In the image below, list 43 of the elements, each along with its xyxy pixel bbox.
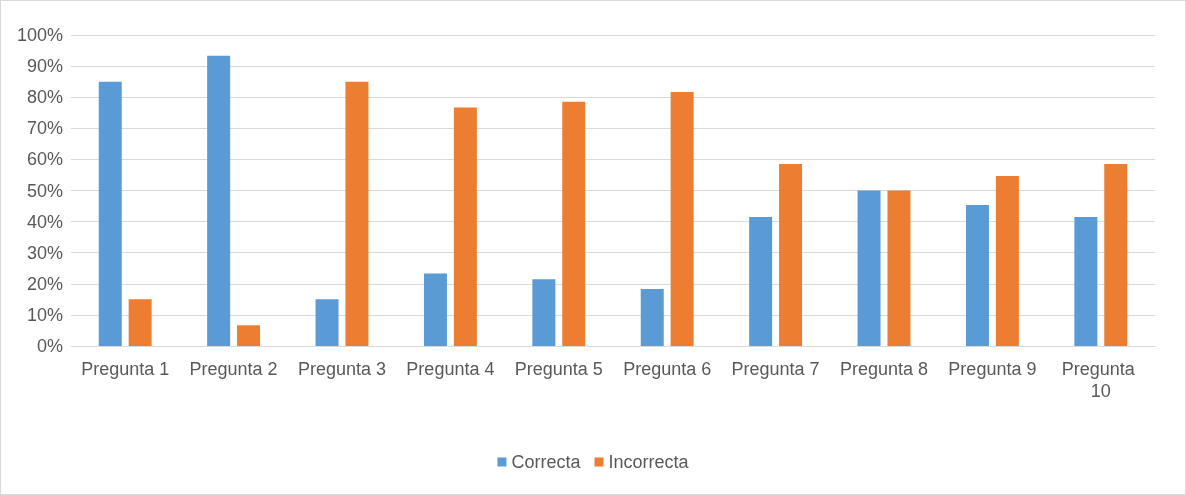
y-tick-label: 50% xyxy=(26,180,63,201)
bar xyxy=(965,205,989,346)
bar xyxy=(562,101,586,346)
x-tick-label: Pregunta 1 xyxy=(81,359,170,379)
bar xyxy=(207,55,231,346)
bar xyxy=(887,190,911,346)
bar xyxy=(670,91,694,346)
y-tick-label: 40% xyxy=(26,211,63,232)
x-tick-label: Pregunta 4 xyxy=(406,359,495,379)
bar xyxy=(128,299,152,346)
bar xyxy=(532,279,556,346)
y-tick-label: 0% xyxy=(36,336,63,356)
bar xyxy=(453,107,477,346)
y-tick-label: 80% xyxy=(26,87,63,108)
bar xyxy=(423,273,447,346)
bar xyxy=(1074,216,1098,346)
y-tick-label: 10% xyxy=(26,304,63,325)
y-tick-label: 90% xyxy=(26,56,63,77)
bar xyxy=(98,81,122,346)
x-tick-label: Pregunta 5 xyxy=(514,359,603,379)
x-tick-label: Pregunta 10 xyxy=(1061,359,1140,401)
x-tick-label: Pregunta 9 xyxy=(948,359,1037,379)
bar xyxy=(640,289,664,346)
y-tick-label: 100% xyxy=(16,25,63,45)
y-tick-label: 20% xyxy=(26,273,63,294)
x-tick-label: Pregunta 2 xyxy=(189,359,278,379)
bar xyxy=(857,190,881,346)
bar xyxy=(995,175,1019,346)
bar xyxy=(1104,164,1128,346)
y-tick-label: 70% xyxy=(26,118,63,139)
bar xyxy=(315,299,339,346)
bar xyxy=(237,325,261,346)
bar xyxy=(779,164,803,346)
bar xyxy=(345,81,369,346)
x-tick-label: Pregunta 7 xyxy=(731,359,820,379)
legend-label: Correcta xyxy=(511,452,582,472)
legend-label: Incorrecta xyxy=(608,452,690,472)
x-tick-label: Pregunta 6 xyxy=(623,359,712,379)
y-tick-label: 60% xyxy=(26,149,63,170)
x-tick-label: Pregunta 3 xyxy=(297,359,387,379)
y-tick-label: 30% xyxy=(26,242,63,263)
x-tick-label: Pregunta 8 xyxy=(839,359,929,379)
bar xyxy=(749,216,773,346)
